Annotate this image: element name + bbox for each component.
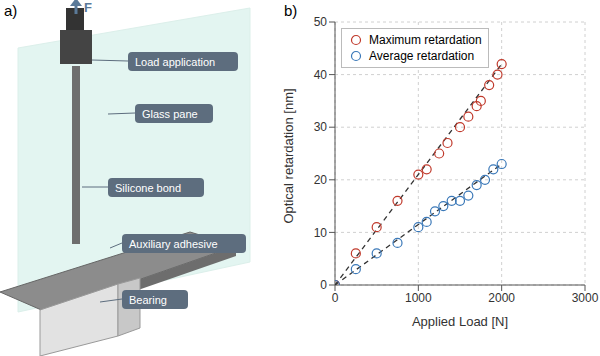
svg-text:50: 50 — [314, 15, 328, 29]
svg-text:10: 10 — [314, 226, 328, 240]
html-text:b): b) — [284, 2, 298, 19]
svg-text:Glass pane: Glass pane — [142, 108, 198, 120]
svg-text:20: 20 — [314, 173, 328, 187]
svg-text:2000: 2000 — [488, 291, 515, 305]
svg-text:Applied Load [N]: Applied Load [N] — [412, 314, 508, 329]
svg-text:a): a) — [4, 2, 17, 19]
html-text:Maximum retardation: Maximum retardation — [369, 33, 482, 47]
svg-text:0: 0 — [332, 291, 339, 305]
svg-text:40: 40 — [314, 68, 328, 82]
svg-text:Optical retardation [nm]: Optical retardation [nm] — [281, 88, 296, 223]
svg-text:3000: 3000 — [572, 291, 599, 305]
svg-text:Load application: Load application — [135, 56, 215, 68]
svg-text:F: F — [84, 0, 92, 15]
svg-text:30: 30 — [314, 120, 328, 134]
svg-text:Auxiliary adhesive: Auxiliary adhesive — [129, 238, 218, 250]
html-text:Average retardation: Average retardation — [369, 49, 475, 63]
svg-text:Bearing: Bearing — [129, 294, 167, 306]
svg-text:Silicone bond: Silicone bond — [115, 182, 181, 194]
svg-text:1000: 1000 — [405, 291, 432, 305]
svg-text:0: 0 — [320, 278, 327, 292]
